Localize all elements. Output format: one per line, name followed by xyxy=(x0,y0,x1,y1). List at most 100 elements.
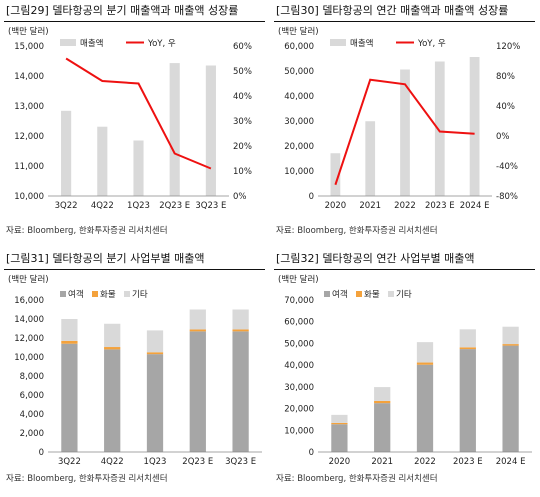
y-tick-label: 40,000 xyxy=(284,361,314,371)
y-tick-label: 10,000 xyxy=(284,426,314,436)
segment-revenue-chart: (백만 달러) 0 10,000 20,000 30,000 40,000 50,000 60… xyxy=(278,274,532,467)
chart-source: 자료: Bloomberg, 한화투자증권 리서치센터 xyxy=(6,226,168,236)
yoy-line xyxy=(65,57,212,170)
bar-segment-cargo xyxy=(374,400,391,404)
x-tick-label: 2020 xyxy=(329,457,351,467)
bar-segment-cargo xyxy=(189,329,206,332)
x-tick-label: 3Q23 E xyxy=(225,457,256,467)
y-tick-label: 10,000 xyxy=(14,353,44,363)
y-tick-label: 0 xyxy=(309,448,314,458)
bar-segment-cargo xyxy=(502,344,519,346)
y-left-tick-label: 50,000 xyxy=(284,67,314,77)
chart-title: [그림32] 델타항공의 연간 사업부별 매출액 xyxy=(276,252,475,265)
x-tick-label: 1Q23 xyxy=(127,201,150,211)
y-right-tick-label: 120% xyxy=(496,42,520,52)
bar-segment-cargo xyxy=(61,340,78,344)
legend-label: 여객 xyxy=(68,289,84,300)
y-left-tick-label: 15,000 xyxy=(14,42,44,52)
y-left-tick-label: 13,000 xyxy=(14,102,44,112)
y-left-tick-label: 40,000 xyxy=(284,92,314,102)
chart-panel-31: [그림31] 델타항공의 분기 사업부별 매출액 (백만 달러) 0 2,000 4,… xyxy=(4,250,269,497)
title-rule xyxy=(4,21,265,22)
y-left-tick-label: 60,000 xyxy=(284,42,314,52)
bar-segment-passenger xyxy=(146,354,164,452)
bar-segment-passenger xyxy=(416,364,434,452)
revenue-growth-chart: (백만 달러) 0 10,000 20,000 30,000 40,000 50,000 60… xyxy=(278,26,520,211)
y-right-tick-label: 40% xyxy=(233,92,252,102)
x-tick-label: 2022 xyxy=(414,457,436,467)
bar xyxy=(205,65,216,196)
x-tick-label: 2020 xyxy=(325,201,347,211)
bar-segment-passenger xyxy=(232,331,249,452)
bar xyxy=(469,57,480,196)
y-tick-label: 14,000 xyxy=(14,315,44,325)
y-tick-label: 16,000 xyxy=(14,296,44,306)
chart-panel-29: [그림29] 델타항공의 분기 매출액과 매출액 성장률 (백만 달러) 10,0… xyxy=(4,2,269,249)
legend-label: 매출액 xyxy=(80,38,103,49)
chart-title: [그림30] 델타항공의 연간 매출액과 매출액 성장률 xyxy=(276,4,509,17)
legend-swatch-cargo xyxy=(92,291,98,297)
y-right-tick-label: 0% xyxy=(496,132,510,142)
bar-segment-other xyxy=(61,319,78,341)
legend-label: YoY, 우 xyxy=(417,39,446,49)
x-tick-label: 2023 E xyxy=(425,201,455,211)
y-tick-label: 8,000 xyxy=(20,372,44,382)
chart-panel-32: [그림32] 델타항공의 연간 사업부별 매출액 (백만 달러) 0 10,000 2… xyxy=(274,250,539,497)
chart-source: 자료: Bloomberg, 한화투자증권 리서치센터 xyxy=(276,474,438,484)
unit-label: (백만 달러) xyxy=(278,274,319,285)
bar xyxy=(97,126,108,196)
bar xyxy=(169,63,180,196)
bar-segment-cargo xyxy=(459,347,476,350)
unit-label: (백만 달러) xyxy=(8,26,49,37)
legend-swatch-cargo xyxy=(356,291,362,297)
bar-segment-passenger xyxy=(459,349,476,452)
x-tick-label: 2Q23 E xyxy=(159,201,190,211)
x-tick-label: 2023 E xyxy=(453,457,483,467)
y-left-tick-label: 30,000 xyxy=(284,117,314,127)
bar xyxy=(365,121,376,196)
y-tick-label: 30,000 xyxy=(284,383,314,393)
chart-title: [그림29] 델타항공의 분기 매출액과 매출액 성장률 xyxy=(6,4,239,17)
bar-segment-passenger xyxy=(331,424,348,452)
y-right-tick-label: 50% xyxy=(233,67,252,77)
yoy-line xyxy=(334,78,475,186)
bar xyxy=(61,110,72,196)
bar-segment-cargo xyxy=(232,329,249,332)
bar-segment-cargo xyxy=(146,352,164,355)
chart-source: 자료: Bloomberg, 한화투자증권 리서치센터 xyxy=(276,226,438,236)
x-tick-label: 3Q23 E xyxy=(195,201,226,211)
x-tick-label: 4Q22 xyxy=(101,457,124,467)
legend-label: 화물 xyxy=(364,290,380,300)
legend-label: 기타 xyxy=(396,290,412,300)
bar xyxy=(434,61,445,196)
y-right-tick-label: 20% xyxy=(233,142,252,152)
x-tick-label: 3Q22 xyxy=(55,201,78,211)
y-left-tick-label: 11,000 xyxy=(14,162,44,172)
title-rule xyxy=(4,269,265,270)
legend-label: 화물 xyxy=(100,290,116,300)
bar-segment-other xyxy=(416,342,434,363)
title-rule xyxy=(274,21,535,22)
y-left-tick-label: 10,000 xyxy=(284,167,314,177)
legend-swatch-other xyxy=(124,291,130,297)
chart-source: 자료: Bloomberg, 한화투자증권 리서치센터 xyxy=(6,474,168,484)
bar-segment-other xyxy=(146,330,164,353)
y-right-tick-label: 40% xyxy=(496,102,515,112)
x-tick-label: 4Q22 xyxy=(91,201,114,211)
y-tick-label: 60,000 xyxy=(284,318,314,328)
x-tick-label: 2022 xyxy=(394,201,416,211)
legend-label: YoY, 우 xyxy=(147,39,176,49)
bar-segment-other xyxy=(331,414,348,423)
y-left-tick-label: 20,000 xyxy=(284,142,314,152)
y-right-tick-label: 0% xyxy=(233,192,247,202)
x-tick-label: 2024 E xyxy=(496,457,526,467)
legend-swatch-passenger xyxy=(324,291,330,297)
unit-label: (백만 달러) xyxy=(278,26,319,37)
bar-segment-other xyxy=(502,326,519,345)
y-right-tick-label: -80% xyxy=(496,192,518,202)
y-right-tick-label: -40% xyxy=(496,162,518,172)
y-right-tick-label: 30% xyxy=(233,117,252,127)
y-tick-label: 4,000 xyxy=(20,410,44,420)
y-left-tick-label: 10,000 xyxy=(14,192,44,202)
bar-segment-other xyxy=(232,309,249,330)
